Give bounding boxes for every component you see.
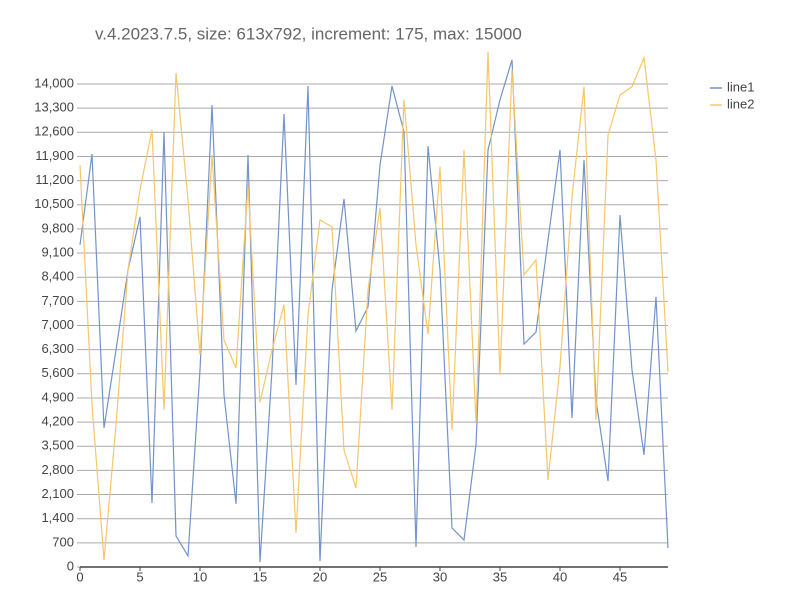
x-tick-label: 15 bbox=[253, 569, 267, 584]
y-tick-label: 8,400 bbox=[41, 269, 74, 284]
y-tick-label: 700 bbox=[52, 534, 74, 549]
y-tick-label: 3,500 bbox=[41, 438, 74, 453]
legend-label: line2 bbox=[727, 96, 754, 111]
y-tick-label: 13,300 bbox=[34, 100, 74, 115]
y-tick-label: 10,500 bbox=[34, 196, 74, 211]
y-tick-label: 9,800 bbox=[41, 220, 74, 235]
y-tick-label: 12,600 bbox=[34, 124, 74, 139]
y-tick-label: 5,600 bbox=[41, 365, 74, 380]
y-tick-label: 4,900 bbox=[41, 389, 74, 404]
x-tick-label: 45 bbox=[613, 569, 627, 584]
y-tick-label: 11,200 bbox=[35, 172, 74, 187]
series-line bbox=[79, 51, 669, 561]
y-tick-label: 9,100 bbox=[41, 244, 74, 259]
x-tick-label: 5 bbox=[136, 569, 143, 584]
legend-label: line1 bbox=[727, 79, 754, 94]
chart-title: v.4.2023.7.5, size: 613x792, increment: … bbox=[95, 24, 522, 43]
y-tick-label: 2,100 bbox=[41, 486, 74, 501]
x-tick-label: 25 bbox=[373, 569, 387, 584]
y-tick-label: 11,900 bbox=[35, 148, 74, 163]
x-tick-label: 35 bbox=[493, 569, 507, 584]
y-tick-label: 4,200 bbox=[41, 414, 74, 429]
y-tick-label: 7,000 bbox=[41, 317, 74, 332]
y-tick-label: 7,700 bbox=[41, 293, 74, 308]
x-tick-label: 10 bbox=[193, 569, 207, 584]
x-tick-label: 0 bbox=[76, 569, 83, 584]
y-tick-label: 6,300 bbox=[41, 341, 74, 356]
y-tick-label: 14,000 bbox=[34, 75, 74, 90]
x-tick-label: 30 bbox=[433, 569, 447, 584]
y-tick-label: 0 bbox=[67, 558, 74, 573]
x-tick-label: 20 bbox=[313, 569, 327, 584]
series-line bbox=[79, 59, 669, 563]
y-tick-label: 2,800 bbox=[41, 462, 74, 477]
x-tick-label: 40 bbox=[553, 569, 567, 584]
y-tick-label: 1,400 bbox=[41, 510, 74, 525]
